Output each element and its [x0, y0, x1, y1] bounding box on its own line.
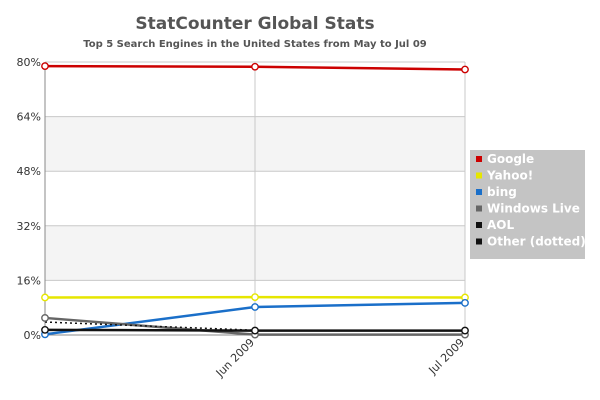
x-axis-ticks: Jun 2009 Jul 2009	[213, 336, 467, 380]
chart-title: StatCounter Global Stats	[135, 14, 374, 34]
data-point-aol	[461, 326, 469, 335]
data-point-bing	[251, 303, 259, 311]
legend-label-google: Google	[487, 152, 534, 166]
legend-swatch-aol	[476, 222, 482, 228]
y-tick-label: 16%	[17, 274, 41, 287]
data-point-aol	[41, 325, 49, 334]
y-tick-label: 64%	[17, 111, 41, 124]
legend-label-windows-live: Windows Live	[487, 202, 580, 216]
legend-label-other-dotted: Other (dotted)	[487, 235, 586, 249]
y-tick-label: 32%	[17, 220, 41, 233]
data-point-yahoo	[251, 293, 259, 302]
legend-swatch-yahoo	[476, 172, 482, 179]
y-tick-label: 48%	[17, 165, 41, 178]
data-point-bing	[461, 299, 469, 307]
legend-label-yahoo: Yahoo!	[486, 169, 533, 183]
data-point-aol	[251, 326, 259, 335]
legend-swatch-other-dotted	[476, 238, 482, 245]
grid-lines	[44, 61, 466, 336]
data-point-google	[461, 65, 469, 74]
data-point-yahoo	[41, 293, 49, 302]
legend: Google Yahoo! bing Windows Live AOL Other (do…	[470, 150, 586, 259]
y-axis-ticks: 0% 16% 32% 48% 64% 80%	[17, 56, 41, 342]
data-point-google	[251, 62, 259, 71]
legend-swatch-google	[476, 156, 482, 162]
legend-label-aol: AOL	[487, 218, 514, 232]
legend-label-bing: bing	[487, 185, 517, 199]
chart-subtitle: Top 5 Search Engines in the United State…	[83, 39, 427, 50]
x-tick-label: Jul 2009	[426, 336, 468, 378]
series-points	[41, 62, 469, 339]
data-point-windows-live	[41, 314, 49, 322]
legend-swatch-windows-live	[476, 205, 482, 212]
y-tick-label: 0%	[24, 329, 41, 342]
legend-box	[470, 150, 585, 259]
x-tick-label: Jun 2009	[213, 336, 257, 380]
data-point-google	[41, 62, 49, 70]
y-tick-label: 80%	[17, 56, 41, 69]
legend-swatch-bing	[476, 189, 482, 195]
